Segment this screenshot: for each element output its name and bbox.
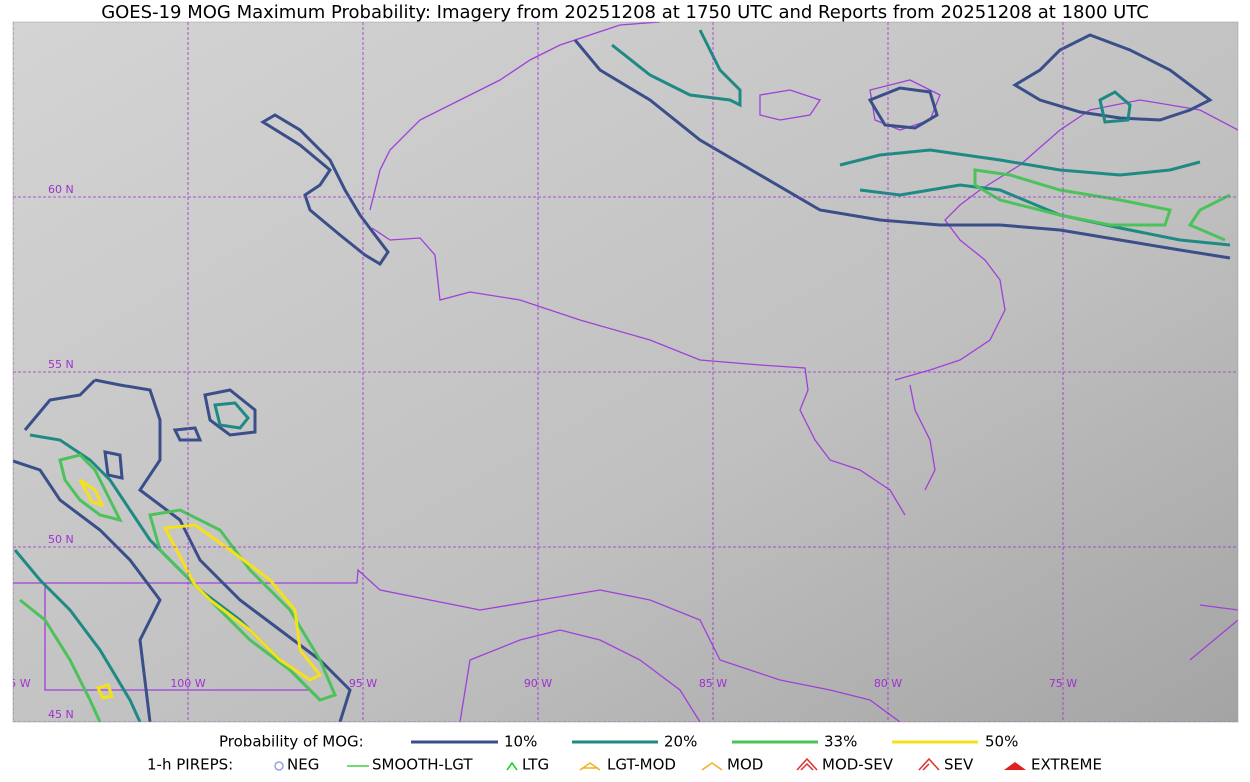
- legend: Probability of MOG: 10% 20% 33% 50% 1-h …: [147, 733, 1102, 774]
- legend-label: SMOOTH-LGT: [372, 756, 473, 774]
- pirep-icon: [701, 762, 723, 771]
- map-area: 60 N 55 N 50 N 45 N 105 W 100 W 95 W 90 W 85 W 80…: [0, 22, 1238, 722]
- legend-label: LGT-MOD: [607, 756, 676, 774]
- legend-title: Probability of MOG:: [219, 733, 364, 751]
- legend-label: 20%: [664, 733, 697, 751]
- longitude-label: 105 W: [0, 677, 31, 690]
- longitude-label: 85 W: [699, 677, 727, 690]
- legend-label: 10%: [504, 733, 537, 751]
- pirep-icon: [579, 762, 601, 771]
- map-frame: [12, 21, 1239, 723]
- contours: [13, 29, 1231, 722]
- legend-label: LTG: [522, 756, 549, 774]
- latitude-label: 50 N: [48, 533, 74, 546]
- pirep-icon: [274, 761, 284, 771]
- legend-label: MOD-SEV: [822, 756, 894, 774]
- latitude-label: 60 N: [48, 183, 74, 196]
- pirep-icon: [506, 761, 518, 771]
- legend-label: SEV: [944, 756, 974, 774]
- coastlines: [13, 22, 1238, 722]
- longitude-label: 80 W: [874, 677, 902, 690]
- latitude-label: 55 N: [48, 358, 74, 371]
- pirep-icon: [1004, 762, 1026, 770]
- title: GOES-19 MOG Maximum Probability: Imagery…: [101, 2, 1149, 23]
- legend-label: MOD: [727, 756, 763, 774]
- legend-label: EXTREME: [1031, 756, 1102, 774]
- longitude-label: 95 W: [349, 677, 377, 690]
- longitude-label: 90 W: [524, 677, 552, 690]
- legend-title: 1-h PIREPS:: [147, 756, 233, 774]
- graticule: 60 N 55 N 50 N 45 N 105 W 100 W 95 W 90 W 85 W 80…: [0, 22, 1238, 722]
- longitude-label: 75 W: [1049, 677, 1077, 690]
- longitude-label: 100 W: [170, 677, 205, 690]
- pirep-icon: [796, 757, 818, 771]
- pirep-icon: [918, 757, 940, 771]
- legend-label: 50%: [985, 733, 1018, 751]
- latitude-label: 45 N: [48, 708, 74, 721]
- legend-label: 33%: [824, 733, 857, 751]
- legend-label: NEG: [287, 756, 319, 774]
